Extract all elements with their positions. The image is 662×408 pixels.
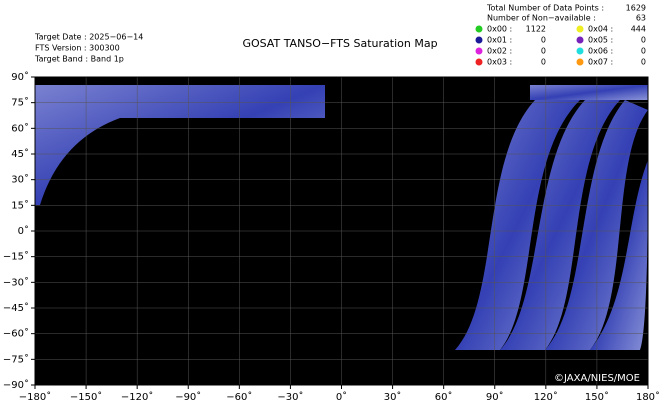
y-tick-label: −90˚ [3, 379, 29, 391]
target-date: Target Date : 2025−06−14 [34, 33, 143, 42]
swath [455, 100, 580, 350]
legend-count: 0 [541, 36, 546, 45]
total-value: 1629 [626, 4, 646, 13]
legend-code: 0x00 : [487, 25, 512, 34]
x-tick-label: 30˚ [384, 391, 402, 403]
legend-code: 0x05 : [588, 36, 613, 45]
legend-dot [576, 47, 584, 55]
swath [500, 100, 620, 350]
non-available-value: 63 [636, 14, 646, 23]
y-tick-label: −75˚ [3, 353, 29, 365]
title: GOSAT TANSO−FTS Saturation Map [242, 37, 437, 50]
legend-dot [475, 58, 483, 66]
swath [530, 85, 648, 100]
grid [34, 76, 649, 386]
target-band: Target Band : Band 1p [34, 55, 124, 64]
x-tick-label: −120˚ [121, 391, 153, 403]
copyright: ©JAXA/NIES/MOE [554, 373, 640, 384]
legend-dot [576, 36, 584, 44]
x-tick-label: 180˚ [636, 391, 660, 403]
non-available-label: Number of Non−available : [487, 14, 596, 23]
x-tick-label: 90˚ [486, 391, 504, 403]
legend-count: 0 [641, 47, 646, 56]
x-tick-label: 60˚ [435, 391, 453, 403]
y-tick-label: 60˚ [11, 122, 29, 134]
x-tick-label: 0˚ [336, 391, 347, 403]
legend-dot [576, 58, 584, 66]
y-tick-label: −60˚ [3, 328, 29, 340]
swaths [35, 85, 648, 350]
y-tick-label: −15˚ [3, 251, 29, 263]
fts-version: FTS Version : 300300 [35, 44, 120, 53]
legend-code: 0x07 : [588, 58, 613, 67]
legend-dot [576, 25, 584, 33]
legend-dot [475, 25, 483, 33]
legend-count: 1122 [526, 25, 546, 34]
swath [35, 85, 325, 205]
y-tick-label: 90˚ [11, 71, 29, 83]
legend-code: 0x06 : [588, 47, 613, 56]
swath [590, 160, 648, 350]
legend-dot [475, 36, 483, 44]
total-label: Total Number of Data Points : [486, 4, 604, 13]
legend-code: 0x01 : [487, 36, 512, 45]
x-tick-label: 120˚ [534, 391, 558, 403]
legend-code: 0x03 : [487, 58, 512, 67]
legend-count: 0 [541, 47, 546, 56]
legend-count: 0 [541, 58, 546, 67]
x-tick-label: −30˚ [277, 391, 303, 403]
x-tick-label: −90˚ [175, 391, 201, 403]
legend-count: 444 [631, 25, 646, 34]
y-tick-label: 30˚ [11, 174, 29, 186]
legend-count: 0 [641, 58, 646, 67]
y-tick-label: 75˚ [11, 97, 29, 109]
legend-code: 0x02 : [487, 47, 512, 56]
x-tick-label: −180˚ [19, 391, 51, 403]
y-tick-label: 0˚ [18, 225, 29, 237]
x-tick-label: −150˚ [70, 391, 102, 403]
legend-code: 0x04 : [588, 25, 613, 34]
legend-dot [475, 47, 483, 55]
y-tick-label: 45˚ [11, 148, 29, 160]
legend-count: 0 [641, 36, 646, 45]
y-tick-label: −45˚ [3, 302, 29, 314]
y-tick-label: 15˚ [11, 199, 29, 211]
swath [545, 100, 648, 350]
x-tick-label: −60˚ [226, 391, 252, 403]
x-tick-label: 150˚ [585, 391, 609, 403]
y-tick-label: −30˚ [3, 276, 29, 288]
